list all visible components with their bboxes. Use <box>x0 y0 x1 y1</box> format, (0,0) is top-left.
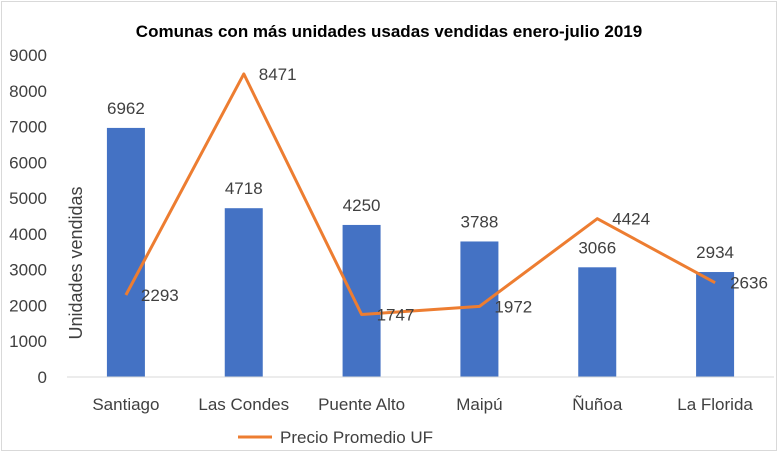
line-data-label: 2293 <box>141 286 179 305</box>
y-axis-label: Unidades vendidas <box>66 186 86 339</box>
line-data-labels: 2293 8471 1747 1972 4424 2636 <box>141 65 768 325</box>
x-tick-label: Maipú <box>456 395 502 414</box>
line-data-label: 4424 <box>612 210 650 229</box>
bar-data-label: 3788 <box>461 212 499 231</box>
y-axis-ticks: 0 1000 2000 3000 4000 5000 6000 7000 8000 9000 <box>9 46 47 387</box>
x-tick-label: Las Condes <box>198 395 289 414</box>
y-tick-label: 5000 <box>9 189 47 208</box>
y-tick-label: 3000 <box>9 261 47 280</box>
line-data-label: 1747 <box>377 305 415 324</box>
x-tick-label: Ñuñoa <box>572 395 623 414</box>
bar <box>342 224 381 377</box>
bar-data-label: 2934 <box>696 243 734 262</box>
bar <box>578 267 617 377</box>
bar <box>106 127 145 378</box>
y-tick-label: 6000 <box>9 153 47 172</box>
x-axis-category-labels: Santiago Las Condes Puente Alto Maipú Ñuñoa L… <box>92 395 753 414</box>
line-path <box>124 72 716 316</box>
y-tick-label: 2000 <box>9 296 47 315</box>
bar-data-label: 3066 <box>578 238 616 257</box>
chart-title: Comunas con más unidades usadas vendidas… <box>136 22 642 41</box>
bar <box>696 272 735 377</box>
x-tick-label: Puente Alto <box>318 395 405 414</box>
legend-label-precio-promedio: Precio Promedio UF <box>280 428 433 447</box>
bar-series <box>106 127 735 378</box>
y-tick-label: 0 <box>38 368 47 387</box>
bar-data-label: 4250 <box>343 196 381 215</box>
line-data-label: 2636 <box>730 274 768 293</box>
bar <box>224 208 263 377</box>
legend: Precio Promedio UF <box>238 428 433 447</box>
line-data-label: 8471 <box>259 65 297 84</box>
line-series <box>124 72 716 316</box>
y-tick-label: 9000 <box>9 46 47 65</box>
y-tick-label: 7000 <box>9 118 47 137</box>
bar-data-label: 4718 <box>225 179 263 198</box>
x-tick-label: La Florida <box>677 395 753 414</box>
bar-data-label: 6962 <box>107 99 145 118</box>
line-data-label: 1972 <box>494 297 532 316</box>
bar-data-labels: 6962 4718 4250 3788 3066 2934 <box>107 99 734 262</box>
y-tick-label: 8000 <box>9 82 47 101</box>
y-tick-label: 4000 <box>9 225 47 244</box>
x-tick-label: Santiago <box>92 395 159 414</box>
bar <box>460 241 499 377</box>
y-tick-label: 1000 <box>9 332 47 351</box>
